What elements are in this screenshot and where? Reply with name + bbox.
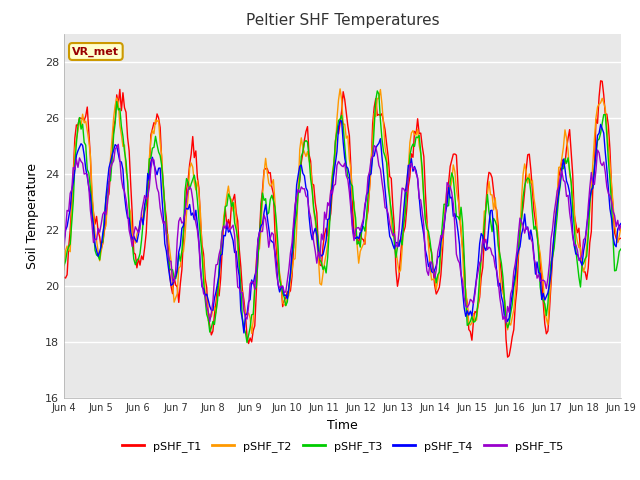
pSHF_T5 (228, 225, 236, 230)
pSHF_T1 (244, 341, 252, 347)
pSHF_T3 (226, 194, 234, 200)
pSHF_T5 (589, 181, 596, 187)
Legend: pSHF_T1, pSHF_T2, pSHF_T3, pSHF_T4, pSHF_T5: pSHF_T1, pSHF_T2, pSHF_T3, pSHF_T4, pSHF… (117, 437, 568, 456)
pSHF_T3 (243, 340, 251, 346)
pSHF_T3 (305, 155, 313, 161)
pSHF_T2 (305, 157, 313, 163)
pSHF_T1 (303, 124, 311, 130)
pSHF_T3 (589, 182, 596, 188)
Line: pSHF_T4: pSHF_T4 (64, 120, 621, 333)
pSHF_T2 (617, 225, 625, 231)
pSHF_T4 (255, 229, 263, 235)
pSHF_T1 (129, 211, 136, 217)
pSHF_T4 (129, 237, 136, 242)
pSHF_T2 (255, 246, 263, 252)
pSHF_T2 (244, 310, 252, 316)
pSHF_T1 (588, 229, 595, 235)
pSHF_T5 (617, 223, 625, 228)
X-axis label: Time: Time (327, 419, 358, 432)
pSHF_T5 (502, 320, 510, 326)
pSHF_T4 (617, 221, 625, 227)
Y-axis label: Soil Temperature: Soil Temperature (26, 163, 39, 269)
pSHF_T2 (129, 233, 136, 239)
Line: pSHF_T3: pSHF_T3 (64, 91, 621, 343)
pSHF_T1 (254, 255, 262, 261)
pSHF_T3 (129, 240, 136, 246)
pSHF_T4 (336, 118, 344, 123)
pSHF_T5 (60, 246, 68, 252)
Line: pSHF_T2: pSHF_T2 (64, 89, 621, 334)
pSHF_T3 (617, 246, 625, 252)
pSHF_T3 (374, 88, 381, 94)
pSHF_T1 (60, 275, 68, 280)
Line: pSHF_T1: pSHF_T1 (64, 81, 621, 357)
Title: Peltier SHF Temperatures: Peltier SHF Temperatures (246, 13, 439, 28)
pSHF_T3 (60, 263, 68, 268)
pSHF_T1 (596, 78, 604, 84)
pSHF_T2 (226, 196, 234, 202)
pSHF_T5 (246, 281, 254, 287)
pSHF_T3 (255, 236, 263, 241)
pSHF_T5 (305, 208, 313, 214)
Line: pSHF_T5: pSHF_T5 (64, 144, 621, 323)
pSHF_T4 (305, 214, 313, 219)
pSHF_T2 (248, 331, 255, 336)
pSHF_T4 (246, 297, 254, 302)
pSHF_T4 (589, 185, 596, 191)
pSHF_T1 (617, 235, 625, 241)
Text: VR_met: VR_met (72, 47, 119, 57)
pSHF_T4 (226, 228, 234, 233)
pSHF_T4 (240, 330, 248, 336)
pSHF_T3 (246, 324, 254, 330)
pSHF_T5 (130, 231, 138, 237)
pSHF_T1 (504, 354, 511, 360)
pSHF_T5 (115, 142, 122, 147)
pSHF_T5 (255, 229, 263, 235)
pSHF_T2 (60, 267, 68, 273)
pSHF_T2 (336, 86, 344, 92)
pSHF_T1 (226, 225, 234, 230)
pSHF_T4 (60, 238, 68, 243)
pSHF_T2 (589, 159, 596, 165)
